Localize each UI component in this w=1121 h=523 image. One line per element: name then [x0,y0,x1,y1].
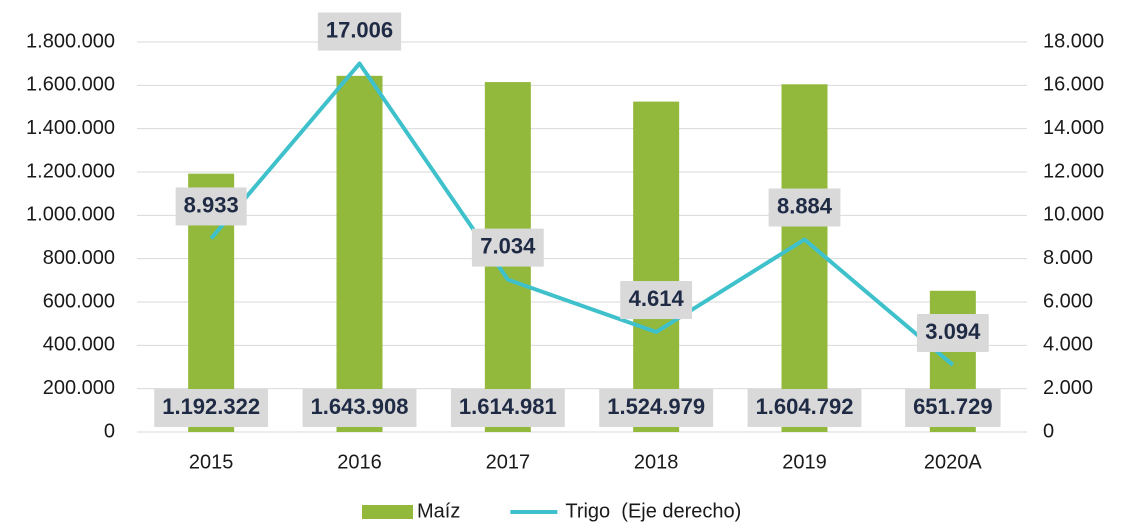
y-tick-label: 0 [104,420,115,442]
x-tick-label: 2015 [189,451,234,473]
data-label-box [599,389,714,427]
y-tick-label: 1.600.000 [26,74,115,96]
bar [781,84,828,432]
data-label-box [175,187,247,226]
data-label-box [154,389,269,427]
data-label: 8.933 [184,192,239,217]
y-tick-label: 1.200.000 [26,160,115,182]
data-label: 1.614.981 [459,394,557,419]
x-tick-label: 2020A [924,451,982,473]
legend-label: Trigo (Eje derecho) [565,500,741,522]
y2-tick-label: 12.000 [1043,160,1104,182]
data-label: 1.524.979 [607,394,705,419]
data-label: 1.643.908 [311,394,409,419]
data-label-box [905,389,1001,427]
x-tick-label: 2018 [634,451,679,473]
y2-tick-label: 4.000 [1043,334,1093,356]
y2-tick-label: 6.000 [1043,290,1093,312]
data-label-box [317,12,402,51]
data-label-box [768,188,841,227]
data-label: 651.729 [913,394,993,419]
x-tick-label: 2019 [782,451,827,473]
y-tick-label: 200.000 [43,377,115,399]
y2-tick-label: 16.000 [1043,74,1104,96]
data-label: 4.614 [629,286,685,311]
y2-tick-label: 0 [1043,420,1054,442]
data-label-box [620,281,693,320]
y-tick-label: 600.000 [43,290,115,312]
data-label-box [471,228,544,267]
legend-swatch [362,505,413,519]
y-tick-label: 400.000 [43,334,115,356]
data-label-box [916,313,989,352]
data-label-box [450,389,565,427]
line [209,61,955,367]
bar [336,75,383,432]
data-label: 8.884 [777,193,833,218]
y2-tick-label: 14.000 [1043,117,1104,139]
data-label-box [747,389,862,427]
data-label-box [302,389,417,427]
y2-tick-label: 2.000 [1043,377,1093,399]
y-tick-label: 800.000 [43,247,115,269]
y2-tick-label: 8.000 [1043,247,1093,269]
data-label: 7.034 [480,233,536,258]
y2-tick-label: 18.000 [1043,30,1104,52]
x-tick-label: 2016 [337,451,382,473]
data-label: 1.192.322 [162,394,260,419]
legend-label: Maíz [417,500,460,522]
data-label: 17.006 [326,17,393,42]
x-tick-label: 2017 [486,451,531,473]
data-label: 3.094 [925,319,981,344]
y2-tick-label: 10.000 [1043,204,1104,226]
y-tick-label: 1.400.000 [26,117,115,139]
bar [633,101,680,432]
y-tick-label: 1.000.000 [26,204,115,226]
data-label: 1.604.792 [756,394,854,419]
y-tick-label: 1.800.000 [26,30,115,52]
